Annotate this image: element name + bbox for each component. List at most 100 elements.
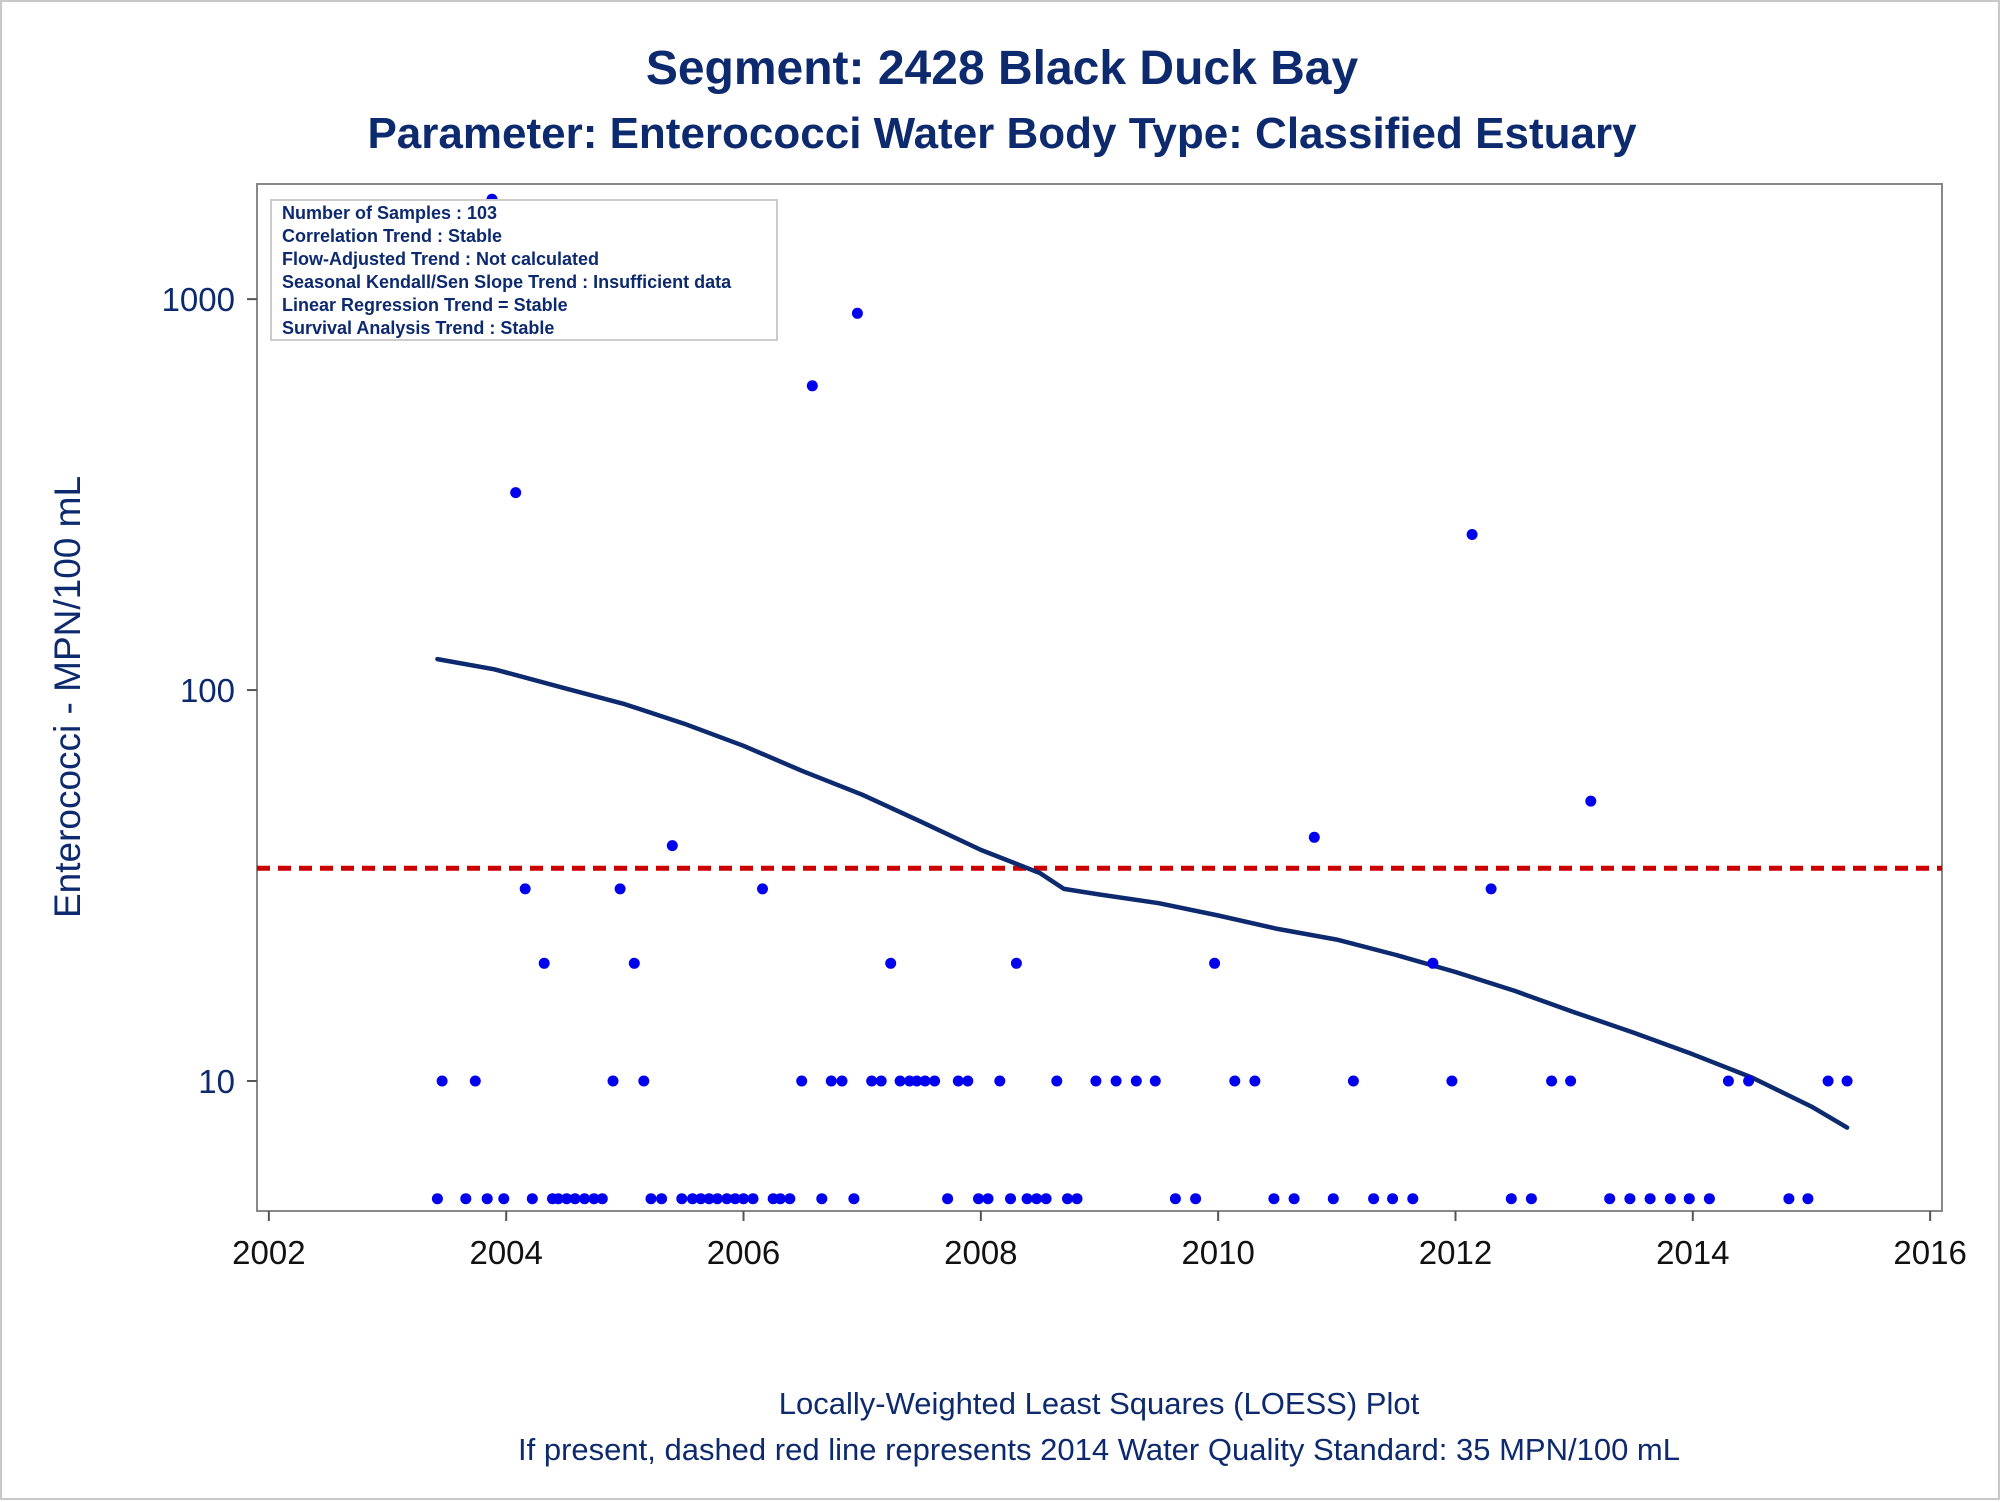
x-tick-label: 2002 [232, 1234, 305, 1271]
data-point [588, 1193, 600, 1205]
data-point [919, 1075, 931, 1087]
data-point [614, 883, 626, 895]
data-point [1229, 1075, 1241, 1087]
y-tick-label: 1000 [162, 281, 235, 318]
data-point [851, 307, 863, 319]
data-point [1209, 957, 1221, 969]
data-point [929, 1075, 941, 1087]
data-point [1624, 1193, 1636, 1205]
data-point [885, 957, 897, 969]
footnote-standard: If present, dashed red line represents 2… [518, 1432, 1680, 1467]
data-point [1031, 1193, 1043, 1205]
data-point [687, 1193, 698, 1205]
data-point [994, 1075, 1006, 1087]
x-tick-label: 2012 [1419, 1234, 1492, 1271]
y-tick-label: 10 [198, 1063, 235, 1100]
data-point [911, 1075, 923, 1087]
data-point [747, 1193, 759, 1205]
data-point [1062, 1193, 1073, 1205]
data-point [962, 1075, 974, 1087]
data-point [1427, 957, 1439, 969]
data-point [579, 1193, 590, 1205]
data-point [645, 1193, 657, 1205]
data-point [538, 957, 550, 969]
data-point [1090, 1075, 1102, 1087]
data-point [973, 1193, 984, 1205]
x-tick-label: 2004 [469, 1234, 542, 1271]
data-point [1664, 1193, 1676, 1205]
data-point [757, 883, 768, 895]
data-point [436, 1075, 448, 1087]
data-point [519, 883, 531, 895]
data-point [796, 1075, 808, 1087]
stats-line-linear-regression: Linear Regression Trend = Stable [282, 295, 568, 315]
data-point [1387, 1193, 1399, 1205]
data-point [561, 1193, 573, 1205]
plot-border [256, 183, 1943, 1212]
data-point [1722, 1075, 1734, 1087]
x-axis: 2002 2004 2006 2008 2010 2012 2014 2016 [232, 1211, 1967, 1271]
data-point [1644, 1193, 1656, 1205]
footnote-loess: Locally-Weighted Least Squares (LOESS) P… [779, 1386, 1420, 1421]
x-tick-label: 2006 [707, 1234, 780, 1271]
data-point [1802, 1193, 1814, 1205]
data-point [1130, 1075, 1142, 1087]
stats-line-flow-adjusted: Flow-Adjusted Trend : Not calculated [282, 249, 599, 269]
data-point [721, 1193, 733, 1205]
x-tick-label: 2016 [1893, 1234, 1966, 1271]
y-axis: 10 100 1000 [162, 281, 257, 1100]
data-point [695, 1193, 707, 1205]
data-point [942, 1193, 954, 1205]
chart-title: Segment: 2428 Black Duck Bay [646, 42, 1359, 95]
stats-line-seasonal-kendall: Seasonal Kendall/Sen Slope Trend : Insuf… [282, 272, 732, 292]
data-point [1565, 1075, 1577, 1087]
data-point [469, 1075, 481, 1087]
data-point [1021, 1193, 1033, 1205]
data-point [1822, 1075, 1834, 1087]
stats-box: Number of Samples : 103 Correlation Tren… [270, 199, 778, 341]
x-tick-label: 2008 [944, 1234, 1017, 1271]
data-point [552, 1193, 564, 1205]
data-point [774, 1193, 786, 1205]
x-tick-label: 2010 [1181, 1234, 1254, 1271]
data-point [836, 1075, 848, 1087]
data-point [1149, 1075, 1161, 1087]
data-point [596, 1193, 608, 1205]
data-point [875, 1075, 887, 1087]
data-point [1249, 1075, 1261, 1087]
data-point [666, 840, 678, 852]
data-point [866, 1075, 878, 1087]
data-point [498, 1193, 510, 1205]
data-point [607, 1075, 619, 1087]
data-point [1327, 1193, 1339, 1205]
data-point [1546, 1075, 1558, 1087]
data-point [1485, 883, 1497, 895]
data-point [1040, 1193, 1052, 1205]
data-point [1703, 1193, 1715, 1205]
data-points [431, 193, 1853, 1205]
data-point [816, 1193, 828, 1205]
data-point [526, 1193, 538, 1205]
data-point [638, 1075, 650, 1087]
data-point [1466, 529, 1478, 540]
data-point [1743, 1075, 1755, 1087]
data-point [1169, 1193, 1181, 1205]
data-point [628, 957, 640, 969]
loess-curve [435, 656, 1850, 1130]
data-point [1308, 831, 1320, 843]
data-point [460, 1193, 472, 1205]
stats-line-samples: Number of Samples : 103 [282, 203, 497, 223]
data-point [952, 1075, 964, 1087]
data-point [1010, 957, 1022, 969]
data-point [1288, 1193, 1300, 1205]
stats-line-survival: Survival Analysis Trend : Stable [282, 318, 554, 338]
data-point [738, 1193, 749, 1205]
data-point [894, 1075, 906, 1087]
data-point [510, 487, 522, 499]
data-point [806, 380, 818, 392]
data-point [1446, 1075, 1458, 1087]
data-point [676, 1193, 688, 1205]
